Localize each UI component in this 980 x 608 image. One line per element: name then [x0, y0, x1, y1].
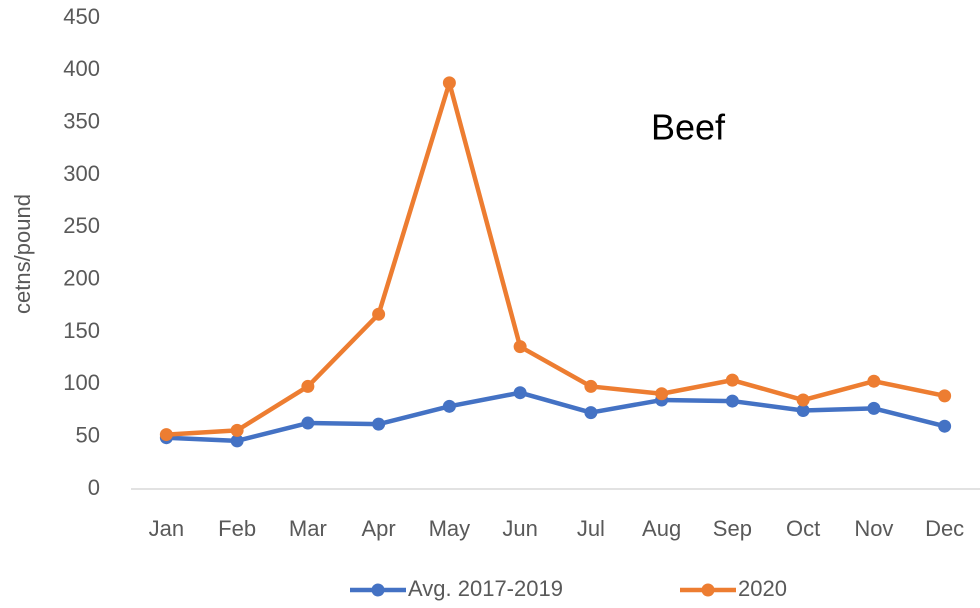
x-tick-label: Sep	[713, 516, 752, 541]
point	[725, 373, 739, 387]
y-tick-label: 50	[76, 422, 100, 447]
x-tick-label: Oct	[786, 516, 820, 541]
point	[442, 399, 456, 413]
point	[513, 340, 527, 354]
y-tick-label: 350	[63, 108, 100, 133]
x-tick-label: Jul	[577, 516, 605, 541]
annotation: Beef	[651, 107, 726, 148]
x-tick-label: Jan	[149, 516, 184, 541]
point	[372, 417, 386, 431]
point	[230, 423, 244, 437]
x-tick-label: Aug	[642, 516, 681, 541]
point	[584, 406, 598, 420]
point	[655, 387, 669, 401]
point	[796, 404, 810, 417]
y-tick-label: 400	[63, 56, 100, 81]
legend-label: Avg. 2017-2019	[408, 576, 563, 601]
point	[867, 401, 881, 415]
x-tick-label: Mar	[289, 516, 327, 541]
point	[442, 76, 456, 90]
x-tick-label: Jun	[502, 516, 537, 541]
x-tick-label: May	[429, 516, 471, 541]
point	[584, 379, 598, 393]
point	[301, 379, 315, 393]
point	[796, 393, 810, 407]
point	[230, 434, 244, 448]
legend-marker	[701, 583, 715, 597]
point	[159, 428, 173, 442]
legend-label: 2020	[738, 576, 787, 601]
x-tick-label: Nov	[854, 516, 893, 541]
y-tick-label: 100	[63, 370, 100, 395]
point	[301, 416, 315, 430]
y-tick-label: 250	[63, 213, 100, 238]
y-tick-label: 0	[88, 475, 100, 500]
point	[513, 386, 527, 400]
y-axis-label: cetns/pound	[10, 194, 35, 314]
point	[938, 419, 952, 433]
y-tick-label: 450	[63, 4, 100, 29]
y-tick-label: 300	[63, 161, 100, 186]
x-tick-label: Dec	[925, 516, 964, 541]
series-line	[166, 390, 946, 444]
legend-marker	[371, 583, 385, 597]
point	[938, 389, 952, 403]
point	[725, 394, 739, 408]
x-tick-label: Apr	[362, 516, 396, 541]
y-tick-label: 150	[63, 318, 100, 343]
x-tick-label: Feb	[218, 516, 256, 541]
point	[867, 374, 881, 388]
point	[372, 307, 386, 321]
series-line	[166, 80, 946, 437]
y-tick-label: 200	[63, 265, 100, 290]
